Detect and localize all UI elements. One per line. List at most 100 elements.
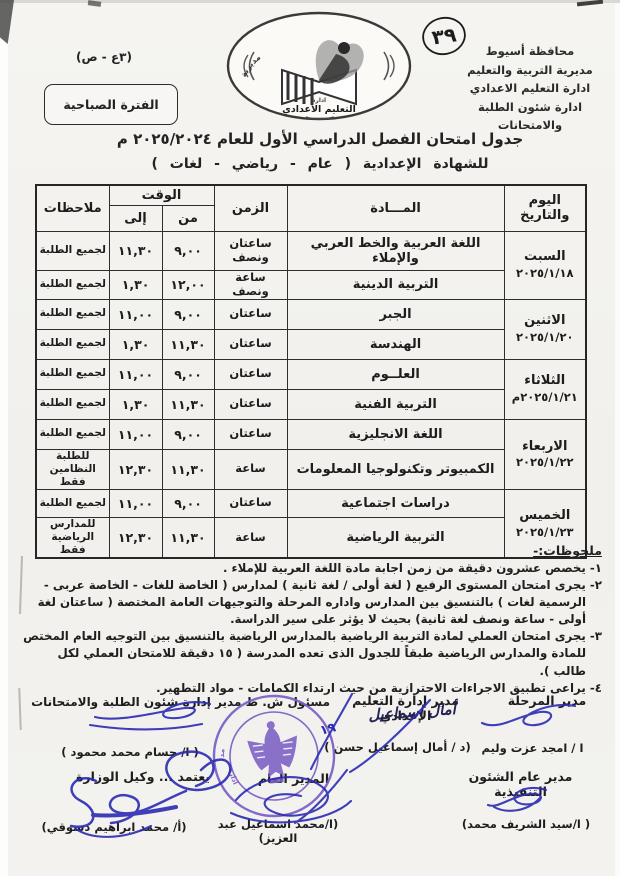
table-row: التربية الدينية ساعة ونصف ١٢,٠٠ ١,٣٠ لجم… — [35, 269, 586, 300]
cell-from: ١١,٣٠ — [161, 448, 215, 490]
table-row: الخميس ٢٠٢٥/١/٢٣ دراسات اجتماعية ساعتان … — [35, 488, 587, 559]
cell-note: للمدارس الرياضية فقط — [35, 516, 110, 559]
col-header-notes: ملاحظات — [35, 184, 110, 232]
table-header-row: اليوم والتاريخ المـــادة الزمن الوقت ملا… — [35, 184, 587, 232]
cell-to: ١١,٠٠ — [108, 488, 163, 518]
cell-from: ١١,٣٠ — [161, 328, 215, 360]
schedule-title: جدول امتحان الفصل الدراسي الأول للعام ٢٠… — [116, 130, 524, 148]
sig-name-student-affairs-director: ( ا/ حسام محمد محمود ) — [61, 745, 199, 759]
table-subheader-row: من إلى — [36, 204, 586, 232]
cell-to: ١٢,٣٠ — [108, 516, 163, 559]
cell-duration: ساعتان — [213, 418, 288, 450]
day-date: ٢٠٢٥/١/٢١م — [511, 390, 578, 405]
cell-duration: ساعتان ونصف — [213, 230, 288, 271]
schedule-subtitle: للشهادة الإعدادية ( عام - رياضي - لغات ) — [151, 156, 489, 172]
svg-text:التعليم الاعدادي: التعليم الاعدادي — [282, 104, 356, 115]
cell-note: للطلبة النظامين فقط — [35, 448, 110, 490]
cell-duration: ساعة ونصف — [213, 269, 288, 300]
cell-subject: التربية الدينية — [286, 269, 505, 300]
sig-name-prep-edu-director: (د / أمال إسماعيل حسن ) — [324, 740, 471, 754]
eagle-stamp-icon: مديرية التربية والتعليم بأسيوط ادارة شئو… — [198, 689, 336, 818]
day-name: السبت — [523, 249, 566, 265]
cell-to: ١١,٠٠ — [108, 358, 163, 390]
day-cell: السبت ٢٠٢٥/١/١٨ — [503, 230, 587, 300]
day-date: ٢٠٢٥/١/٢٣ — [515, 524, 574, 539]
note-item: ١- يخصص عشرون دقيقة من زمن اجابة مادة ال… — [222, 561, 602, 575]
note-item: ٣- يجرى امتحان العملي لمادة التربية الري… — [23, 629, 602, 678]
cell-subject: اللغة العربية والخط العربي والإملاء — [286, 230, 505, 271]
circled-number: ٣٩ — [418, 10, 470, 66]
sig-title-stage-director: مدير المرحلة — [507, 693, 587, 708]
cell-from: ٩,٠٠ — [161, 298, 215, 330]
table-row: التربية الرياضية ساعة ١١,٣٠ ١٢,٣٠ للمدار… — [35, 516, 586, 559]
cell-note: لجميع الطلبة — [35, 418, 110, 450]
cell-from: ٩,٠٠ — [161, 358, 215, 390]
svg-text:ادارة شئون الطلبة والامتحانات: ادارة شئون الطلبة والامتحانات — [204, 689, 241, 788]
cell-to: ١١,٣٠ — [108, 230, 163, 271]
day-date: ٢٠٢٥/١/١٨ — [515, 266, 574, 281]
scan-mark — [576, 0, 604, 7]
cell-subject: التربية الرياضية — [286, 516, 505, 559]
col-header-from: من — [161, 204, 215, 232]
note-item: ٤- يراعى تطبيق الاجراءات الاحترازية من ح… — [156, 680, 602, 695]
svg-text:مديرية التربية والتعليم بأسيوط: مديرية التربية والتعليم بأسيوط — [204, 689, 228, 763]
table-row: السبت ٢٠٢٥/١/١٨ اللغة العربية والخط العر… — [35, 230, 587, 300]
cell-subject: الكمبيوتر وتكنولوجيا المعلومات — [286, 448, 505, 490]
cell-note: لجميع الطلبة — [35, 230, 110, 271]
sig-title-executive-affairs-director: مدير عام الشئون التنفيذية — [468, 769, 573, 799]
cell-duration: ساعة — [213, 516, 288, 559]
cell-to: ١١,٠٠ — [108, 418, 163, 450]
cell-note: لجميع الطلبة — [35, 328, 110, 360]
notes-section: ملحوظات:- ١- يخصص عشرون دقيقة من زمن اجا… — [22, 543, 602, 697]
exam-schedule-table: اليوم والتاريخ المـــادة الزمن الوقت ملا… — [35, 184, 588, 560]
cell-from: ١٢,٠٠ — [161, 269, 215, 300]
scan-edge-top — [0, 0, 620, 3]
sig-name-executive-affairs-director: ( ا/سيد الشريف محمد) — [461, 817, 591, 831]
cell-to: ١٢,٣٠ — [108, 448, 163, 490]
ministry-emblem: مديرية التربية والتعليم بأسيوط ادارة الت… — [219, 0, 414, 130]
day-name: الاربعاء — [522, 438, 568, 454]
notes-title: ملحوظات:- — [533, 543, 602, 558]
cell-duration: ساعة — [213, 448, 288, 490]
official-round-stamp: مديرية التربية والتعليم بأسيوط ادارة شئو… — [198, 689, 338, 824]
day-cell: الخميس ٢٠٢٥/١/٢٣ — [503, 488, 587, 559]
cell-subject: دراسات اجتماعية — [286, 488, 505, 518]
cell-to: ١١,٠٠ — [108, 298, 163, 330]
day-date: ٢٠٢٥/١/٢٢ — [515, 455, 574, 470]
cell-subject: اللغة الانجليزية — [286, 418, 505, 450]
sig-title-ministry-undersecretary: يعتمد ... وكيل الوزارة — [76, 769, 210, 784]
cell-subject: الجبر — [286, 298, 505, 330]
cell-from: ١١,٣٠ — [161, 388, 215, 420]
cell-subject: العلــوم — [286, 358, 505, 390]
cell-note: لجميع الطلبة — [35, 358, 110, 390]
day-cell: الاثنين ٢٠٢٥/١/٢٠ — [503, 298, 587, 360]
col-header-duration: الزمن — [213, 184, 288, 232]
cell-from: ١١,٣٠ — [161, 516, 215, 559]
cell-duration: ساعتان — [213, 298, 288, 330]
cell-from: ٩,٠٠ — [161, 418, 215, 450]
col-header-to: إلى — [108, 204, 163, 232]
day-name: الخميس — [519, 508, 571, 524]
cell-note: لجميع الطلبة — [35, 298, 110, 330]
scan-mark — [87, 0, 102, 7]
col-header-time: الوقت — [108, 184, 215, 206]
cell-duration: ساعتان — [213, 358, 288, 390]
cell-subject: التربية الفنية — [286, 388, 505, 420]
cell-duration: ساعتان — [213, 488, 288, 518]
eagle-emblem — [247, 721, 297, 784]
cell-note: لجميع الطلبة — [35, 388, 110, 420]
table-row: الاربعاء ٢٠٢٥/١/٢٢ اللغة الانجليزية ساعت… — [35, 418, 587, 490]
grade-shift-tag: (٣ع - ص) — [76, 50, 132, 64]
cell-note: لجميع الطلبة — [35, 488, 110, 518]
day-cell: الاربعاء ٢٠٢٥/١/٢٢ — [503, 418, 587, 490]
circled-number-icon: ٣٩ — [422, 16, 466, 56]
table-row: الثلاثاء ٢٠٢٥/١/٢١م العلــوم ساعتان ٩,٠٠… — [35, 358, 587, 420]
cell-subject: الهندسة — [286, 328, 505, 360]
day-name: الاثنين — [524, 313, 566, 329]
day-date: ٢٠٢٥/١/٢٠ — [515, 330, 574, 345]
table-row: التربية الفنية ساعتان ١١,٣٠ ١,٣٠ لجميع ا… — [35, 388, 586, 420]
org-header: محافظة أسيوط مديرية التربية والتعليم ادا… — [452, 42, 608, 135]
emblem-icon: مديرية التربية والتعليم بأسيوط ادارة الت… — [219, 0, 412, 121]
cell-from: ٩,٠٠ — [161, 230, 215, 271]
